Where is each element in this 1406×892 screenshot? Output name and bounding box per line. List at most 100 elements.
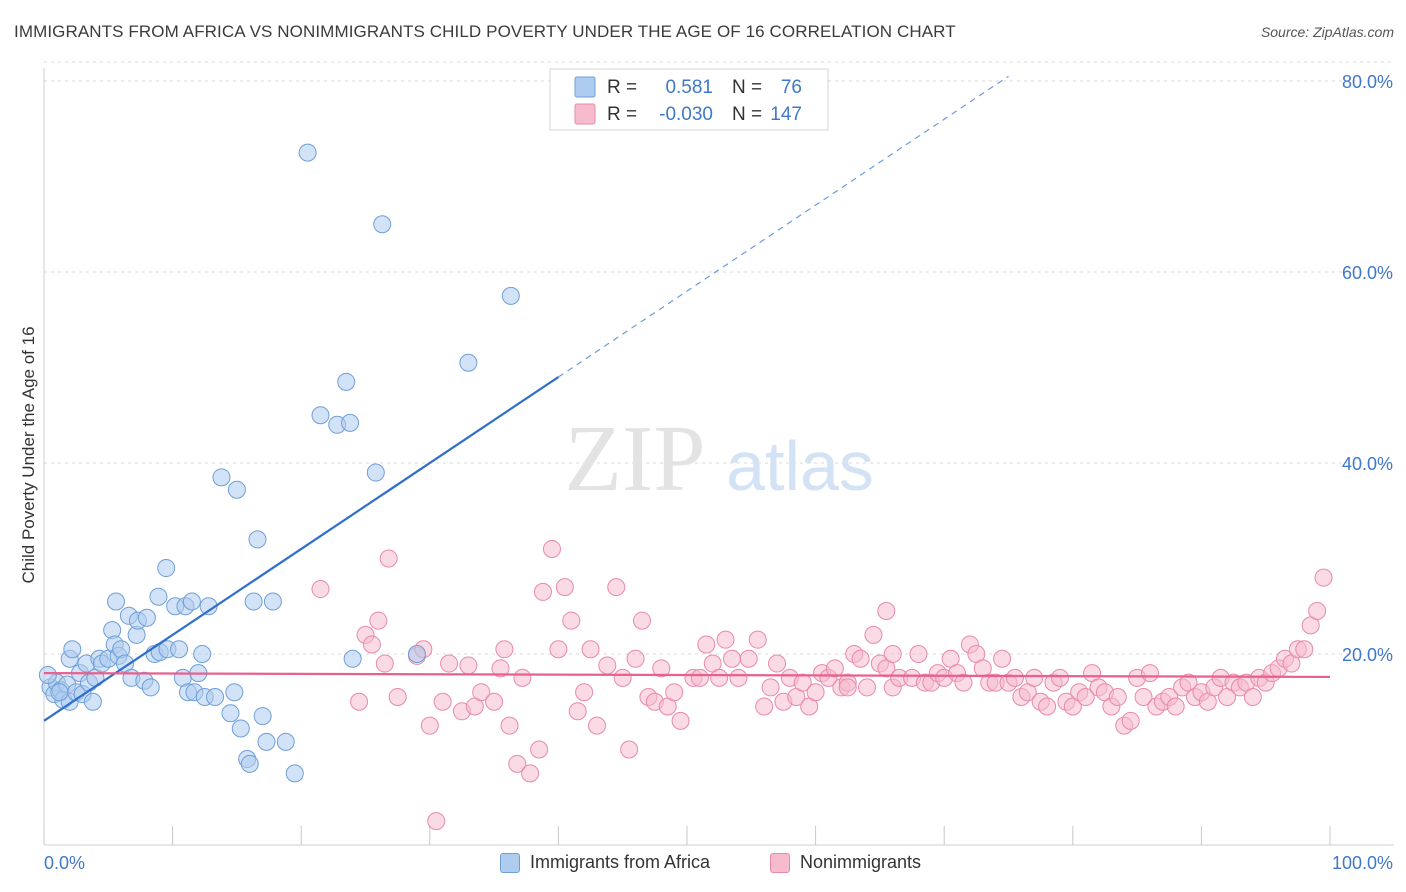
data-point-immigrants	[240, 754, 259, 773]
data-point-immigrants	[407, 645, 426, 663]
data-point-nonimmigrants	[851, 649, 870, 668]
data-point-nonimmigrants	[575, 683, 594, 702]
data-point-nonimmigrants	[433, 692, 452, 711]
legend-box: R = 0.581 N = 76 R = -0.030 N = 147	[549, 68, 829, 131]
data-point-immigrants	[63, 640, 82, 659]
data-point-nonimmigrants	[877, 602, 896, 621]
data-point-immigrants	[137, 608, 156, 627]
data-point-nonimmigrants	[838, 678, 857, 697]
data-point-nonimmigrants	[613, 668, 632, 687]
data-point-immigrants	[212, 468, 231, 487]
data-point-nonimmigrants	[369, 611, 388, 630]
data-point-immigrants	[459, 353, 478, 372]
y-tick-label: 40.0%	[1342, 454, 1393, 474]
data-point-immigrants	[285, 764, 304, 783]
data-point-nonimmigrants	[793, 673, 812, 692]
axes	[43, 68, 1394, 846]
data-point-nonimmigrants	[379, 549, 398, 568]
data-point-immigrants	[298, 143, 317, 162]
x-tick-label-max: 100.0%	[1332, 853, 1393, 873]
data-point-nonimmigrants	[768, 654, 787, 673]
data-point-immigrants	[257, 732, 276, 751]
data-point-nonimmigrants	[508, 754, 527, 773]
data-point-nonimmigrants	[626, 649, 645, 668]
data-point-immigrants	[337, 372, 356, 391]
data-point-nonimmigrants	[883, 645, 902, 663]
data-point-nonimmigrants	[690, 668, 709, 687]
data-point-immigrants	[83, 692, 102, 711]
legend-n-value-2: 147	[770, 104, 802, 125]
data-point-nonimmigrants	[1243, 687, 1262, 706]
data-point-nonimmigrants	[388, 687, 407, 706]
data-point-nonimmigrants	[1005, 668, 1024, 687]
data-point-nonimmigrants	[739, 649, 758, 668]
data-point-immigrants	[38, 666, 57, 685]
data-point-nonimmigrants	[729, 668, 748, 687]
chart-title: IMMIGRANTS FROM AFRICA VS NONIMMIGRANTS …	[14, 22, 956, 41]
data-point-nonimmigrants	[420, 716, 439, 735]
data-point-immigrants	[244, 592, 263, 611]
data-point-nonimmigrants	[459, 656, 478, 675]
data-point-immigrants	[221, 704, 240, 723]
data-point-nonimmigrants	[1308, 602, 1327, 621]
data-point-nonimmigrants	[723, 649, 742, 668]
legend-swatch-pink	[574, 103, 596, 125]
data-point-nonimmigrants	[671, 711, 690, 730]
x-tick-label-min: 0.0%	[44, 853, 85, 873]
data-point-nonimmigrants	[665, 683, 684, 702]
watermark-atlas: atlas	[726, 427, 874, 505]
bottom-legend-item-immigrants: Immigrants from Africa	[500, 852, 710, 873]
data-point-nonimmigrants	[362, 635, 381, 654]
watermark-zip: ZIP	[565, 407, 706, 511]
data-point-immigrants	[311, 406, 330, 425]
data-point-nonimmigrants	[427, 812, 446, 831]
data-point-nonimmigrants	[562, 611, 581, 630]
trend-lines	[43, 75, 1331, 722]
data-point-nonimmigrants	[581, 640, 600, 659]
data-point-nonimmigrants	[1050, 668, 1069, 687]
data-point-immigrants	[206, 687, 225, 706]
legend-r-label-1: R =	[607, 77, 637, 98]
trend-line-immigrants	[43, 376, 560, 722]
data-point-immigrants	[170, 640, 189, 659]
legend-swatch-blue	[574, 76, 596, 98]
data-point-immigrants	[141, 678, 160, 697]
data-point-nonimmigrants	[954, 673, 973, 692]
data-point-immigrants	[263, 592, 282, 611]
data-point-nonimmigrants	[533, 582, 552, 601]
data-point-nonimmigrants	[761, 678, 780, 697]
data-point-immigrants	[341, 413, 360, 432]
data-point-nonimmigrants	[375, 654, 394, 673]
data-point-immigrants	[343, 649, 362, 668]
legend-n-label-1: N =	[732, 77, 762, 98]
legend-r-value-1: 0.581	[665, 77, 713, 98]
data-point-nonimmigrants	[598, 656, 617, 675]
y-axis-label: Child Poverty Under the Age of 16	[19, 326, 38, 583]
data-point-immigrants	[501, 286, 520, 305]
bottom-legend: Immigrants from Africa Nonimmigrants	[0, 852, 1406, 878]
data-point-nonimmigrants	[1140, 664, 1159, 683]
data-point-nonimmigrants	[864, 625, 883, 644]
data-point-nonimmigrants	[485, 692, 504, 711]
data-point-nonimmigrants	[311, 580, 330, 599]
data-point-immigrants	[107, 592, 126, 611]
data-point-nonimmigrants	[697, 635, 716, 654]
bottom-legend-swatch-blue	[500, 852, 520, 873]
data-point-nonimmigrants	[568, 702, 587, 721]
data-point-nonimmigrants	[530, 740, 549, 759]
data-point-immigrants	[50, 683, 69, 702]
data-point-nonimmigrants	[500, 716, 519, 735]
data-point-nonimmigrants	[1314, 568, 1333, 587]
data-point-nonimmigrants	[1025, 668, 1044, 687]
bottom-legend-item-nonimmigrants: Nonimmigrants	[770, 852, 921, 873]
data-point-nonimmigrants	[472, 683, 491, 702]
data-point-nonimmigrants	[620, 740, 639, 759]
data-point-nonimmigrants	[1166, 697, 1185, 716]
data-point-immigrants	[225, 683, 244, 702]
data-point-immigrants	[182, 592, 201, 611]
bottom-legend-label-immigrants: Immigrants from Africa	[530, 852, 711, 872]
data-point-nonimmigrants	[716, 630, 735, 649]
data-point-immigrants	[157, 559, 176, 578]
data-point-immigrants	[248, 530, 267, 549]
